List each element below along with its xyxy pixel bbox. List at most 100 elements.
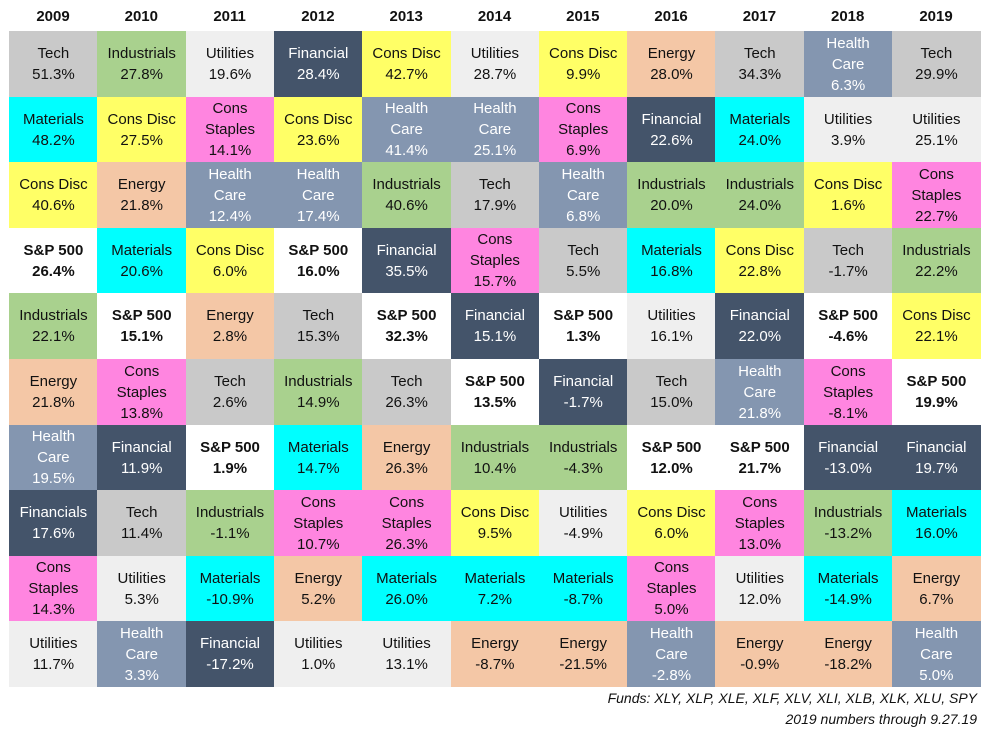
cell-2015-rank-4: Tech 5.5%	[538, 227, 628, 294]
sector-label: Tech	[390, 373, 423, 391]
cell-2017-rank-2: Materials 24.0%	[715, 96, 805, 163]
cell-2015-rank-9: Materials -8.7%	[538, 555, 628, 622]
return-value: 28.7%	[473, 66, 517, 84]
sector-label: Financial	[288, 45, 349, 63]
return-value: 11.9%	[120, 459, 163, 477]
return-value: 1.3%	[566, 328, 601, 346]
return-value: 29.9%	[915, 66, 958, 84]
cell-2017-rank-4: Cons Disc 22.8%	[715, 227, 805, 294]
cell-2017-rank-3: Industrials 24.0%	[715, 162, 805, 229]
sector-label: Cons Disc	[107, 110, 176, 128]
cell-2009-rank-9: Cons Staples 14.3%	[9, 555, 98, 622]
sector-label: Cons Staples	[646, 559, 697, 598]
cell-2016-rank-3: Industrials 20.0%	[627, 162, 716, 229]
sector-label: Cons Disc	[460, 504, 530, 522]
sector-label: Tech	[567, 241, 600, 259]
cell-2015-rank-7: Industrials -4.3%	[538, 424, 628, 491]
year-header-2015: 2015	[566, 8, 600, 25]
cell-2019-rank-4: Industrials 22.2%	[892, 227, 981, 294]
return-value: 11.4%	[120, 525, 163, 543]
return-value: 28.0%	[650, 66, 693, 84]
cell-2013-rank-9: Materials 26.0%	[362, 555, 451, 622]
sector-label: Materials	[22, 110, 84, 128]
return-value: 26.3%	[385, 535, 428, 553]
cell-2016-rank-1: Energy 28.0%	[627, 31, 716, 98]
return-value: 22.7%	[915, 207, 958, 225]
return-value: 13.5%	[473, 394, 517, 412]
return-value: 48.2%	[32, 131, 75, 149]
cell-2012-rank-9: Energy 5.2%	[273, 555, 363, 622]
sector-label: S&P 500	[906, 373, 967, 391]
return-value: 16.0%	[297, 262, 340, 280]
cell-2009-rank-6: Energy 21.8%	[9, 359, 98, 426]
cell-2009-rank-10: Utilities 11.7%	[9, 621, 98, 688]
cell-2018-rank-3: Cons Disc 1.6%	[803, 162, 893, 229]
return-value: 22.8%	[738, 262, 782, 280]
cell-2017-rank-8: Cons Staples 13.0%	[715, 490, 805, 557]
sector-label: Health Care	[649, 624, 694, 663]
cell-2015-rank-8: Utilities -4.9%	[538, 490, 628, 557]
sector-label: Industrials	[460, 438, 530, 456]
cell-2019-rank-5: Cons Disc 22.1%	[892, 293, 981, 360]
cell-2018-rank-6: Cons Staples -8.1%	[803, 359, 893, 426]
return-value: 6.7%	[919, 590, 954, 608]
cell-2018-rank-1: Health Care 6.3%	[803, 31, 893, 98]
year-header-2018: 2018	[831, 8, 865, 25]
sector-label: Utilities	[29, 635, 78, 653]
return-value: 11.7%	[32, 656, 75, 674]
sector-label: Financial	[553, 373, 614, 391]
return-value: -1.1%	[210, 525, 250, 543]
return-value: -4.6%	[828, 328, 868, 346]
year-header-2009: 2009	[36, 8, 70, 25]
cell-2013-rank-10: Utilities 13.1%	[362, 621, 451, 688]
cell-2019-rank-6: S&P 500 19.9%	[892, 359, 981, 426]
return-value: 5.2%	[301, 590, 336, 608]
return-value: 6.9%	[566, 142, 601, 160]
return-value: 27.8%	[120, 66, 163, 84]
sector-label: Energy	[912, 569, 961, 587]
sector-label: Tech	[214, 373, 246, 391]
return-value: 15.0%	[650, 394, 693, 412]
return-value: 40.6%	[32, 197, 75, 215]
sector-label: Health Care	[826, 34, 870, 73]
sector-label: Health Care	[914, 624, 959, 663]
cell-2017-rank-7: S&P 500 21.7%	[715, 424, 805, 491]
return-value: 27.5%	[120, 131, 163, 149]
return-value: 14.9%	[297, 394, 340, 412]
sector-label: Energy	[559, 635, 607, 653]
cell-2018-rank-7: Financial -13.0%	[803, 424, 893, 491]
cell-2015-rank-5: S&P 500 1.3%	[538, 293, 628, 360]
cell-2011-rank-5: Energy 2.8%	[185, 293, 275, 360]
return-value: 26.3%	[385, 459, 428, 477]
sector-label: Financial	[199, 635, 260, 653]
return-value: 6.8%	[566, 207, 601, 225]
cell-2015-rank-1: Cons Disc 9.9%	[538, 31, 628, 98]
sector-label: Materials	[111, 241, 173, 259]
return-value: 22.1%	[32, 328, 75, 346]
return-value: 13.1%	[385, 656, 428, 674]
cell-2010-rank-2: Cons Disc 27.5%	[97, 96, 187, 163]
return-value: 42.7%	[385, 66, 428, 84]
cell-2014-rank-3: Tech 17.9%	[450, 162, 540, 229]
cell-2018-rank-9: Materials -14.9%	[803, 555, 893, 622]
cell-2019-rank-3: Cons Staples 22.7%	[892, 162, 981, 229]
sector-label: Energy	[736, 635, 784, 653]
return-value: 6.0%	[654, 525, 689, 543]
sector-label: Financial	[729, 307, 790, 325]
sector-label: Health Care	[31, 428, 76, 467]
return-value: 5.0%	[919, 666, 954, 684]
cell-2011-rank-3: Health Care 12.4%	[185, 162, 275, 229]
cell-2019-rank-10: Health Care 5.0%	[892, 621, 981, 688]
return-value: 35.5%	[385, 262, 428, 280]
cell-2014-rank-1: Utilities 28.7%	[450, 31, 540, 98]
sector-label: Energy	[294, 569, 343, 587]
sector-label: Financial	[376, 241, 437, 259]
cell-2012-rank-6: Industrials 14.9%	[273, 359, 363, 426]
sector-label: Cons Staples	[823, 362, 874, 401]
cell-2016-rank-10: Health Care -2.8%	[627, 621, 716, 688]
cell-2010-rank-1: Industrials 27.8%	[97, 31, 187, 98]
sector-label: Cons Staples	[558, 100, 609, 139]
cell-2016-rank-7: S&P 500 12.0%	[627, 424, 716, 491]
return-value: 19.7%	[915, 459, 958, 477]
cell-2017-rank-5: Financial 22.0%	[715, 293, 805, 360]
